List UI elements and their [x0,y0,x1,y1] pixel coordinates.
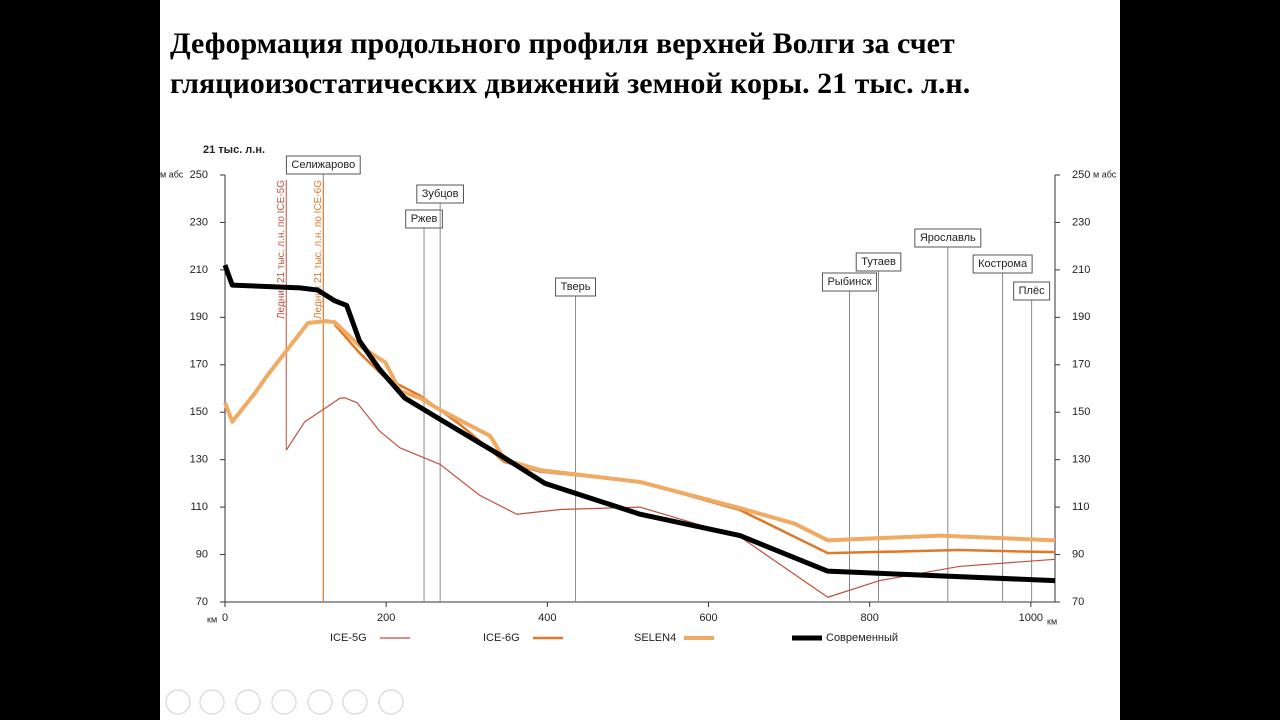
y-tick-label: 190 [1072,311,1090,323]
y-tick-label: 190 [190,311,208,323]
town-box [1013,281,1051,301]
y-tick-label: 130 [1072,454,1090,466]
y-tick-label: 230 [1072,216,1090,228]
y-tick-label: 150 [190,406,208,418]
town-box [405,209,443,229]
town-box [555,277,597,297]
x-tick-label: 200 [377,612,395,624]
y-unit: м абс [160,169,184,179]
town-box [821,272,878,292]
y-tick-label: 230 [190,216,208,228]
town-box [416,184,465,204]
town-label: Тутаев [861,256,896,268]
x-unit: км [1047,616,1057,626]
glacier-label: Ледник 21 тыс. л.н. по ICE-6G [313,180,324,319]
chart-title: 21 тыс. л.н. [203,144,265,156]
y-tick-label: 210 [1072,264,1090,276]
x-tick-label: 600 [699,612,717,624]
title-line: Деформация продольного профиля верхней В… [170,27,955,60]
y-tick-label: 130 [190,454,208,466]
y-tick-label: 150 [1072,406,1090,418]
series-line [223,319,1056,543]
town-box [855,252,902,272]
slide [160,0,1120,720]
y-tick-label: 70 [1072,596,1084,608]
legend-label: ICE-5G [330,632,367,644]
y-unit: м абс [1093,169,1117,179]
legend-label: Современный [826,632,898,644]
series-line [222,264,1056,584]
town-label: Плёс [1019,285,1045,297]
series-line [285,397,1056,598]
x-tick-label: 1000 [1019,612,1043,624]
y-tick-label: 210 [190,264,208,276]
town-label: Зубцов [422,188,459,200]
toolbar [165,689,404,715]
glacier-label: Ледник 21 тыс. л.н. по ICE-5G [276,180,287,319]
town-label: Тверь [561,281,591,293]
town-box [972,254,1033,274]
x-tick-label: 400 [538,612,556,624]
town-box [914,228,982,248]
y-tick-label: 170 [190,359,208,371]
title-line: гляциоизостатических движений земной кор… [170,67,971,100]
town-label: Селижарово [291,159,355,171]
y-tick-label: 250 [1072,169,1090,181]
town-label: Ржев [411,213,438,225]
legend-label: ICE-6G [483,632,520,644]
y-tick-label: 110 [1072,501,1090,513]
town-label: Ярославль [920,232,976,244]
town-label: Кострома [978,258,1028,270]
y-tick-label: 250 [190,169,208,181]
legend-label: SELEN4 [634,632,676,644]
y-tick-label: 70 [196,596,208,608]
slide-title: Деформация продольного профиля верхней В… [170,24,970,104]
y-tick-label: 170 [1072,359,1090,371]
x-tick-label: 800 [860,612,878,624]
town-box [285,155,361,175]
y-tick-label: 110 [190,501,208,513]
x-tick-label: 0 [222,612,228,624]
series-line [333,323,1056,555]
y-tick-label: 90 [196,548,208,560]
town-label: Рыбинск [827,276,871,288]
x-unit: км [207,614,217,624]
y-tick-label: 90 [1072,548,1084,560]
